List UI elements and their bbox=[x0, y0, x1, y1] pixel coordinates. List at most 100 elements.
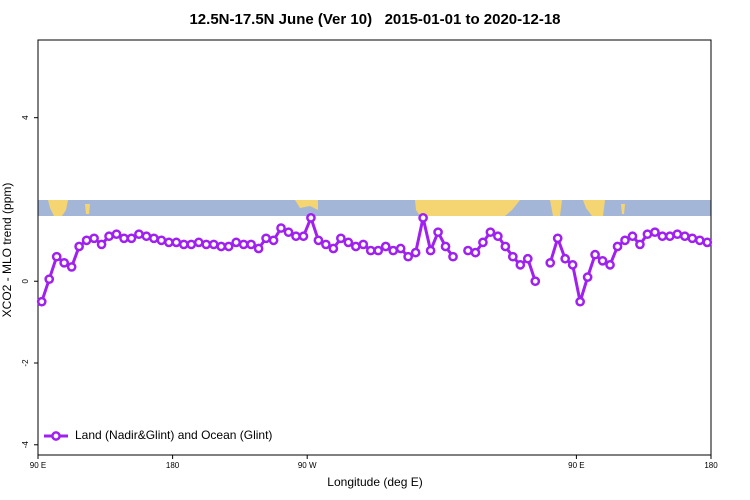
data-point bbox=[545, 257, 556, 268]
data-point bbox=[373, 245, 384, 256]
data-point bbox=[149, 233, 159, 244]
data-point bbox=[156, 235, 167, 246]
data-point bbox=[597, 255, 608, 266]
legend-marker bbox=[51, 431, 61, 441]
data-point bbox=[336, 233, 346, 244]
data-point bbox=[522, 253, 533, 264]
data-point bbox=[642, 229, 653, 240]
data-point bbox=[650, 227, 660, 238]
data-point bbox=[276, 223, 286, 233]
data-point bbox=[246, 239, 256, 250]
data-point bbox=[515, 260, 526, 270]
data-point bbox=[350, 241, 361, 252]
data-point bbox=[567, 260, 578, 270]
data-point bbox=[216, 241, 227, 252]
data-point bbox=[119, 233, 129, 244]
data-point bbox=[306, 213, 316, 223]
data-point bbox=[268, 235, 279, 246]
data-point bbox=[500, 241, 511, 252]
data-point bbox=[612, 241, 623, 252]
data-point bbox=[201, 239, 212, 250]
y-axis-label: XCO2 - MLO trend (ppm) bbox=[0, 183, 14, 318]
data-point bbox=[687, 233, 698, 244]
data-point bbox=[448, 251, 458, 262]
data-point bbox=[679, 231, 690, 242]
data-point bbox=[59, 257, 70, 268]
legend-label: Land (Nadir&Glint) and Ocean (Glint) bbox=[75, 428, 272, 442]
data-point bbox=[627, 231, 638, 242]
x-axis-label: Longitude (deg E) bbox=[327, 475, 422, 489]
data-point bbox=[96, 239, 107, 250]
data-point bbox=[590, 249, 600, 260]
data-point bbox=[560, 253, 571, 264]
data-point bbox=[358, 239, 369, 250]
data-point bbox=[164, 237, 174, 248]
data-point bbox=[104, 231, 114, 242]
chart-title: 12.5N-17.5N June (Ver 10) 2015-01-01 to … bbox=[189, 11, 560, 28]
data-point bbox=[433, 227, 443, 238]
data-point bbox=[178, 239, 189, 250]
data-point bbox=[702, 237, 713, 248]
x-tick-label: 90 E bbox=[30, 461, 46, 470]
data-point bbox=[418, 213, 428, 223]
data-point bbox=[440, 241, 451, 252]
data-point bbox=[395, 243, 406, 254]
data-point bbox=[261, 233, 271, 244]
data-point bbox=[530, 276, 541, 287]
y-tick-label: -2 bbox=[21, 359, 30, 367]
x-tick-label: 180 bbox=[166, 461, 180, 470]
x-tick-label: 90 W bbox=[298, 461, 317, 470]
data-point bbox=[575, 296, 585, 307]
data-point bbox=[470, 247, 481, 258]
data-point bbox=[694, 235, 705, 246]
data-point bbox=[507, 251, 518, 262]
data-point bbox=[635, 239, 645, 250]
data-point bbox=[126, 233, 137, 244]
data-point bbox=[141, 231, 152, 242]
data-point bbox=[134, 229, 144, 240]
data-point bbox=[298, 231, 309, 242]
data-point bbox=[672, 229, 683, 240]
data-point bbox=[343, 237, 354, 248]
data-point bbox=[231, 237, 242, 248]
data-point bbox=[463, 245, 473, 256]
x-tick-label: 180 bbox=[704, 461, 718, 470]
data-point bbox=[313, 235, 324, 246]
data-point bbox=[291, 231, 301, 242]
data-point bbox=[552, 233, 563, 244]
data-point bbox=[111, 229, 122, 240]
y-tick-label: 0 bbox=[21, 278, 30, 283]
data-point bbox=[620, 235, 630, 246]
data-point bbox=[171, 237, 182, 248]
data-point bbox=[36, 296, 47, 307]
data-point bbox=[81, 235, 92, 246]
data-point bbox=[425, 245, 436, 256]
map-band bbox=[38, 200, 711, 216]
data-point bbox=[283, 227, 294, 238]
data-point bbox=[44, 274, 55, 285]
data-point bbox=[410, 247, 421, 258]
data-point bbox=[493, 231, 503, 242]
data-point bbox=[657, 231, 668, 242]
data-point bbox=[223, 241, 234, 252]
data-point bbox=[321, 239, 331, 250]
y-tick-label: -4 bbox=[21, 441, 30, 449]
data-point bbox=[665, 231, 675, 242]
data-point bbox=[365, 245, 376, 256]
data-point bbox=[485, 227, 496, 238]
plot-frame bbox=[37, 39, 712, 456]
data-point bbox=[403, 251, 413, 262]
data-point bbox=[193, 237, 204, 248]
data-point bbox=[328, 243, 339, 254]
x-tick-label: 90 E bbox=[568, 461, 584, 470]
data-point bbox=[238, 239, 249, 250]
data-point bbox=[605, 260, 615, 270]
data-point bbox=[208, 239, 219, 250]
data-point bbox=[51, 251, 62, 262]
data-point bbox=[388, 245, 399, 256]
data-point bbox=[186, 239, 197, 250]
data-point bbox=[66, 262, 77, 272]
data-point bbox=[89, 233, 99, 244]
y-tick-label: 4 bbox=[21, 115, 30, 120]
